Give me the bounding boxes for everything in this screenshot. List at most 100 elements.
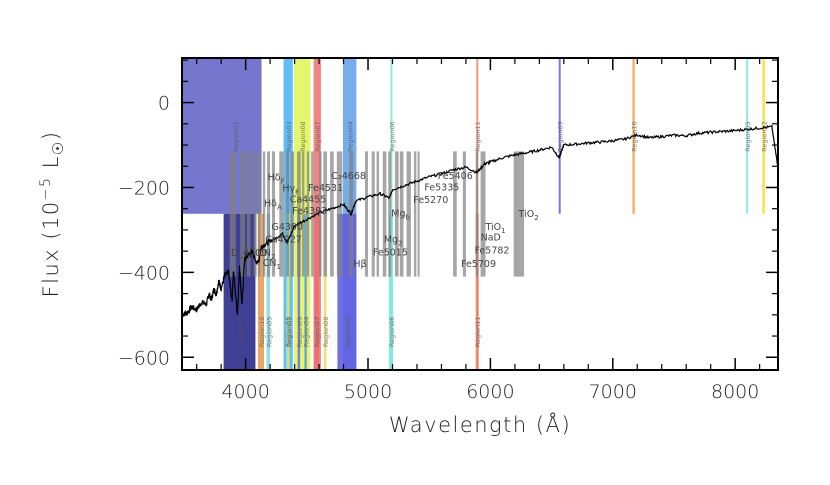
region-label: Region08 [322, 317, 330, 348]
plot-frame [181, 57, 779, 371]
index-band [240, 151, 246, 277]
x-tick-label: 4000 [221, 381, 269, 403]
index-label: Ca4455 [290, 194, 327, 205]
y-axis-title-exponent: −5 [38, 177, 54, 201]
region-band [388, 213, 394, 370]
index-band [382, 151, 387, 277]
index-label-subscript: F [281, 177, 285, 185]
index-band [462, 151, 466, 277]
region-label: Region01 [232, 121, 240, 152]
index-label: CN2 [257, 248, 275, 261]
index-label: Fe4531 [308, 183, 343, 194]
y-axis-title-sun-symbol: ☉ [49, 140, 67, 155]
index-bands [229, 151, 525, 277]
index-band [376, 151, 380, 277]
index-label: Fe4383 [292, 206, 327, 217]
index-label: G4300 [271, 222, 303, 233]
index-label-subscript: 2 [271, 253, 275, 261]
index-label-subscript: A [277, 204, 282, 212]
index-band [267, 151, 271, 277]
index-band [513, 151, 525, 277]
index-band [475, 151, 479, 277]
index-label-subscript: 1 [277, 263, 281, 271]
region-label: Region05 [265, 317, 273, 348]
index-label-subscript: F [295, 189, 299, 197]
index-band [323, 151, 328, 277]
y-tick-label: −400 [118, 262, 170, 284]
axes-layer: 4000 5000 6000 7000 8000 0 −200 −400 −600 [118, 58, 778, 403]
index-label: NaD [481, 233, 501, 244]
y-axis-title-part: ) [39, 131, 63, 141]
region-band [390, 58, 393, 370]
index-band [364, 151, 369, 277]
region-label: Region06 [388, 121, 396, 152]
x-tick-label: 5000 [344, 381, 392, 403]
index-label: D_4000 [231, 248, 267, 259]
region-band [304, 213, 307, 370]
region-label: Region02 [761, 121, 769, 152]
region-label: Region07 [314, 121, 322, 152]
index-label: Fe5782 [474, 245, 509, 256]
index-label: Mg2 [384, 235, 403, 248]
region-label: Region04 [303, 317, 311, 348]
spectrum-line [182, 124, 778, 317]
index-band [319, 151, 322, 277]
index-band [388, 151, 392, 277]
index-label-subscript: 1 [501, 227, 505, 235]
region-band [558, 58, 561, 214]
index-band [406, 151, 411, 277]
region-label: Region04 [347, 121, 355, 152]
y-tick-label: −600 [118, 347, 170, 369]
region-label: Region02 [285, 317, 293, 348]
y-tick-label: −200 [118, 177, 170, 199]
region-band [297, 213, 301, 370]
index-band [297, 151, 301, 277]
index-band [371, 151, 375, 277]
label-layer: Region01 Region03 Region08 Region07 Region04… [231, 121, 769, 347]
index-band [286, 151, 290, 277]
y-axis-title: Flux (10−5 L☉) [38, 131, 67, 298]
y-axis-title-part: Flux (10 [39, 200, 63, 297]
region-label: Region07 [314, 317, 322, 348]
index-label: C₂4668 [331, 171, 366, 182]
index-label: Fe5270 [413, 195, 448, 206]
index-band [279, 151, 284, 277]
region-label: Region01 [237, 317, 245, 348]
region-label: Region11 [474, 121, 482, 152]
index-band [311, 151, 314, 277]
y-axis-title-part: L [39, 155, 63, 176]
index-band [262, 151, 266, 277]
region-label: Region09 [296, 317, 304, 348]
x-tick-label: 8000 [711, 381, 759, 403]
x-tick-label: 7000 [589, 381, 637, 403]
region-band [287, 213, 290, 370]
region-label: Region06 [284, 317, 292, 348]
region-label: Region10 [631, 121, 639, 152]
region-label: Region05 [744, 121, 752, 152]
index-band [229, 151, 236, 277]
index-label: TiO2 [518, 209, 539, 222]
region-band [257, 213, 264, 370]
region-band [314, 213, 320, 370]
index-label-subscript: 2 [398, 240, 402, 248]
region-band [475, 213, 479, 370]
index-label: Fe5406 [438, 171, 473, 182]
index-band [253, 151, 257, 277]
y-tick-label: 0 [158, 93, 170, 115]
region-label: Region08 [299, 121, 307, 152]
x-tick-label: 6000 [466, 381, 514, 403]
index-label-subscript: b [406, 213, 411, 221]
index-label: Fe5015 [373, 247, 408, 258]
spectrum-layer [182, 124, 778, 317]
index-label: Hβ [353, 259, 366, 270]
index-band [246, 151, 251, 277]
index-band [336, 151, 343, 277]
region-label: Region11 [474, 317, 482, 348]
region-label: Region03 [285, 121, 293, 152]
index-band [417, 151, 420, 277]
index-band [453, 151, 457, 277]
region-band [762, 58, 766, 214]
index-label: CN1 [263, 258, 281, 271]
region-label: Region09 [557, 121, 565, 152]
x-axis-title: Wavelength (Å) [389, 412, 571, 437]
